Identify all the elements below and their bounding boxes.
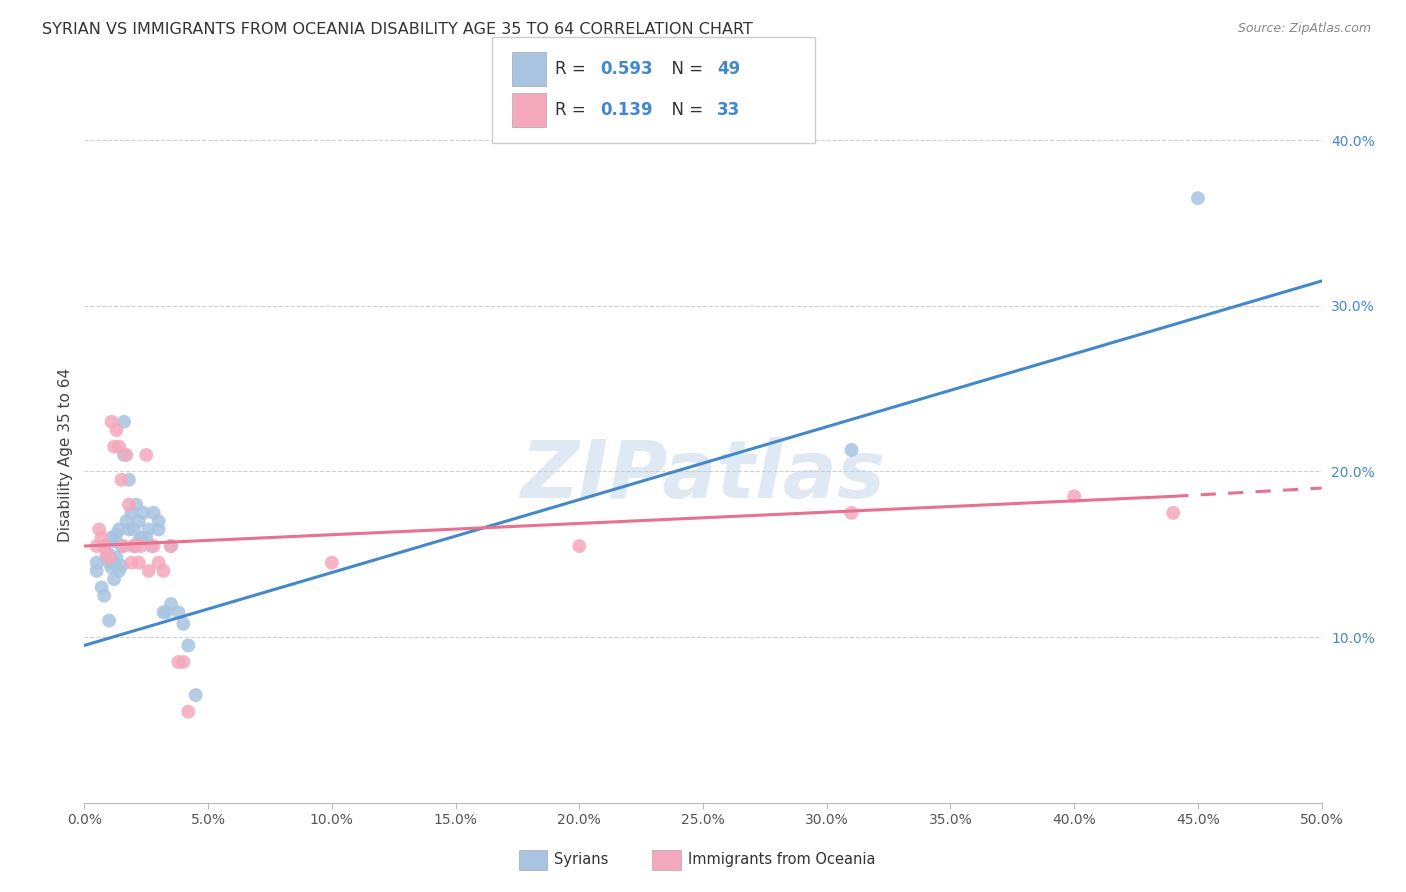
Point [142,539,165,553]
Point [118,498,141,512]
Point [93,539,115,553]
Point [141,539,163,553]
Text: 0.593: 0.593 [600,60,652,78]
Text: ZIPatlas: ZIPatlas [520,437,886,515]
Point [160,597,183,611]
Point [177,705,200,719]
Point [108,523,131,537]
Point [841,442,863,457]
Point [110,473,132,487]
Text: 0.139: 0.139 [600,101,652,119]
Point [129,539,152,553]
Point [105,423,128,437]
Point [167,605,190,619]
Point [148,556,170,570]
Point [100,560,122,574]
Point [172,616,194,631]
Point [86,556,108,570]
Text: R =: R = [555,101,592,119]
Point [129,531,152,545]
Point [184,688,207,702]
Point [148,523,170,537]
Point [1187,191,1209,205]
Point [1063,489,1085,503]
Text: 49: 49 [717,60,741,78]
Text: N =: N = [661,60,709,78]
Point [93,539,115,553]
Point [112,448,135,462]
Point [98,556,121,570]
Text: N =: N = [661,101,709,119]
Point [98,550,121,565]
Point [167,655,190,669]
Point [98,614,121,628]
Point [86,564,108,578]
Point [90,581,112,595]
Point [122,539,145,553]
Point [122,539,145,553]
Point [148,514,170,528]
Point [1161,506,1184,520]
Point [125,498,148,512]
Point [155,605,177,619]
Point [100,531,122,545]
Text: SYRIAN VS IMMIGRANTS FROM OCEANIA DISABILITY AGE 35 TO 64 CORRELATION CHART: SYRIAN VS IMMIGRANTS FROM OCEANIA DISABI… [42,22,754,37]
Point [132,506,155,520]
Point [112,539,135,553]
Point [177,639,200,653]
Point [96,550,118,565]
Point [122,523,145,537]
Point [120,556,142,570]
Point [118,473,141,487]
Point [110,558,132,573]
Point [125,539,148,553]
Point [112,415,135,429]
Point [135,448,157,462]
Point [138,523,160,537]
Point [103,534,125,549]
Point [321,556,343,570]
Point [98,547,121,561]
Point [110,539,132,553]
Point [128,556,150,570]
Point [142,506,165,520]
Point [152,605,174,619]
Point [108,440,131,454]
Text: Syrians: Syrians [554,853,609,867]
Point [90,531,112,545]
Point [152,564,174,578]
Text: Source: ZipAtlas.com: Source: ZipAtlas.com [1237,22,1371,36]
Point [105,527,128,541]
Point [135,531,157,545]
Point [103,556,125,570]
Point [86,539,108,553]
Point [108,564,131,578]
Point [128,534,150,549]
Point [115,514,138,528]
Point [160,539,183,553]
Text: 33: 33 [717,101,741,119]
Point [100,415,122,429]
Point [118,523,141,537]
Point [128,514,150,528]
Point [138,564,160,578]
Text: Immigrants from Oceania: Immigrants from Oceania [688,853,875,867]
Point [172,655,194,669]
Point [89,523,111,537]
Point [96,547,118,561]
Text: R =: R = [555,60,592,78]
Point [103,440,125,454]
Point [841,506,863,520]
Point [568,539,591,553]
Point [160,539,183,553]
Point [115,448,138,462]
Point [103,572,125,586]
Point [105,550,128,565]
Y-axis label: Disability Age 35 to 64: Disability Age 35 to 64 [58,368,73,542]
Point [120,506,142,520]
Point [93,589,115,603]
